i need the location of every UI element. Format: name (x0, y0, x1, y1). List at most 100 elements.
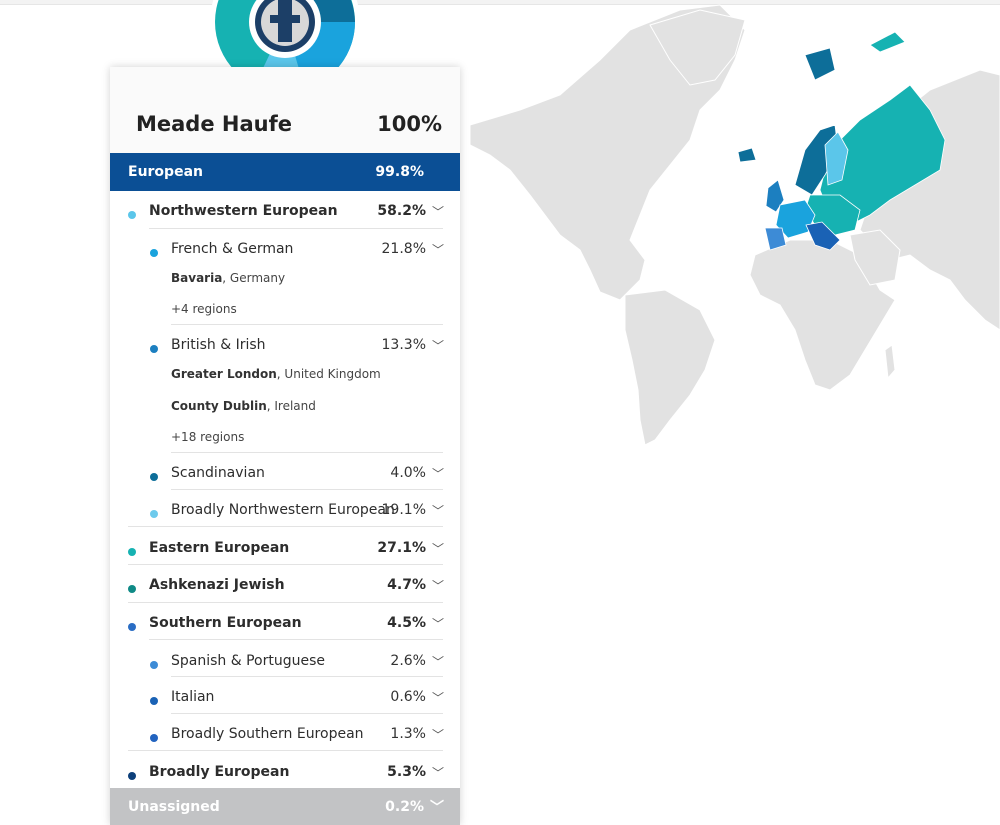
british-irish-region-1: Greater London, United Kingdom (171, 367, 381, 381)
broadly-european-label: Broadly European (149, 764, 290, 780)
chevron-down-icon[interactable]: ﹀ (431, 205, 444, 219)
chevron-down-icon[interactable]: ﹀ (431, 243, 444, 257)
southern-label: Southern European (149, 615, 302, 631)
chevron-down-icon[interactable]: ﹀ (431, 655, 444, 669)
broadly-northwestern-label: Broadly Northwestern European (171, 502, 395, 518)
broadly-southern-label: Broadly Southern European (171, 726, 364, 742)
middle-east-landmass (849, 229, 901, 286)
ashkenazi-dot (128, 585, 136, 593)
top-border (0, 0, 1000, 5)
divider (171, 713, 443, 714)
european-value: 99.8% (375, 164, 424, 180)
french-german-label: French & German (171, 241, 294, 257)
northwestern-dot (128, 211, 136, 219)
british-irish-value: 13.3% (381, 337, 426, 353)
panel-header: Meade Haufe 100% (110, 67, 460, 153)
broadly-southern-value: 1.3% (390, 726, 426, 742)
row-ashkenazi-jewish[interactable]: Ashkenazi Jewish 4.7% ﹀ (110, 577, 460, 601)
divider (149, 228, 443, 229)
africa-landmass (749, 239, 896, 391)
unassigned-band[interactable]: Unassigned 0.2% ﹀ (110, 788, 460, 825)
italian-label: Italian (171, 689, 215, 705)
british-irish-more-regions[interactable]: +18 regions (171, 430, 245, 444)
madagascar-landmass (884, 344, 896, 380)
spanish-value: 2.6% (390, 653, 426, 669)
northwestern-label: Northwestern European (149, 203, 338, 219)
chevron-down-icon[interactable]: ﹀ (431, 579, 444, 593)
divider (171, 324, 443, 325)
greenland-landmass (649, 9, 746, 86)
row-scandinavian[interactable]: Scandinavian 4.0% ﹀ (110, 465, 460, 489)
divider (128, 526, 443, 527)
spanish-dot (150, 661, 158, 669)
broadly-european-dot (128, 772, 136, 780)
chevron-down-icon[interactable]: ﹀ (431, 691, 444, 705)
italian-dot (150, 697, 158, 705)
row-southern-european[interactable]: Southern European 4.5% ﹀ (110, 615, 460, 639)
broadly-southern-dot (150, 734, 158, 742)
unassigned-label: Unassigned (128, 799, 220, 815)
row-italian[interactable]: Italian 0.6% ﹀ (110, 689, 460, 713)
scandinavian-label: Scandinavian (171, 465, 265, 481)
ancestry-world-map (469, 4, 1000, 446)
row-british-irish[interactable]: British & Irish 13.3% ﹀ (110, 337, 460, 361)
ashkenazi-label: Ashkenazi Jewish (149, 577, 285, 593)
chevron-down-icon[interactable]: ﹀ (431, 467, 444, 481)
row-broadly-northwestern[interactable]: Broadly Northwestern European 19.1% ﹀ (110, 502, 460, 526)
european-band[interactable]: European 99.8% (110, 153, 460, 191)
italian-value: 0.6% (390, 689, 426, 705)
svalbard-region (804, 47, 836, 81)
profile-name: Meade Haufe (136, 112, 292, 136)
european-label: European (128, 164, 203, 180)
chevron-down-icon[interactable]: ﹀ (431, 542, 444, 556)
divider (171, 676, 443, 677)
french-german-more-regions[interactable]: +4 regions (171, 302, 237, 316)
finland-region (824, 131, 849, 186)
north-america-landmass (469, 4, 746, 301)
row-french-german[interactable]: French & German 21.8% ﹀ (110, 241, 460, 265)
broadly-northwestern-value: 19.1% (381, 502, 426, 518)
italy-balkans-region (805, 221, 841, 251)
british-irish-dot (150, 345, 158, 353)
french-german-dot (150, 249, 158, 257)
ashkenazi-value: 4.7% (387, 577, 426, 593)
chevron-down-icon[interactable]: ﹀ (430, 800, 444, 816)
divider (128, 602, 443, 603)
south-america-landmass (624, 289, 716, 446)
divider (171, 489, 443, 490)
british-irish-region-2: County Dublin, Ireland (171, 399, 316, 413)
unassigned-value: 0.2% (385, 799, 424, 815)
chevron-down-icon[interactable]: ﹀ (431, 728, 444, 742)
iceland-region (737, 147, 757, 163)
chevron-down-icon[interactable]: ﹀ (431, 504, 444, 518)
row-eastern-european[interactable]: Eastern European 27.1% ﹀ (110, 540, 460, 564)
ancestry-composition-panel: Meade Haufe 100% European 99.8% Northwes… (110, 67, 460, 825)
france-germany-region (775, 199, 816, 239)
divider (171, 452, 443, 453)
eastern-label: Eastern European (149, 540, 290, 556)
iberia-region (764, 227, 787, 251)
northwestern-value: 58.2% (377, 203, 426, 219)
british-irish-label: British & Irish (171, 337, 266, 353)
french-german-value: 21.8% (381, 241, 426, 257)
chevron-down-icon[interactable]: ﹀ (431, 617, 444, 631)
broadly-european-value: 5.3% (387, 764, 426, 780)
scandinavian-dot (150, 473, 158, 481)
chevron-down-icon[interactable]: ﹀ (431, 766, 444, 780)
divider (149, 639, 443, 640)
divider (128, 564, 443, 565)
row-broadly-southern[interactable]: Broadly Southern European 1.3% ﹀ (110, 726, 460, 750)
southern-dot (128, 623, 136, 631)
scandinavian-value: 4.0% (390, 465, 426, 481)
row-broadly-european[interactable]: Broadly European 5.3% ﹀ (110, 764, 460, 788)
broadly-northwestern-dot (150, 510, 158, 518)
french-german-region-1: Bavaria, Germany (171, 271, 286, 285)
row-northwestern-european[interactable]: Northwestern European 58.2% ﹀ (110, 203, 460, 227)
eastern-value: 27.1% (377, 540, 426, 556)
eastern-dot (128, 548, 136, 556)
chevron-down-icon[interactable]: ﹀ (431, 339, 444, 353)
southern-value: 4.5% (387, 615, 426, 631)
arctic-islands-region (869, 31, 906, 53)
row-spanish-portuguese[interactable]: Spanish & Portuguese 2.6% ﹀ (110, 653, 460, 677)
profile-total: 100% (377, 112, 442, 136)
